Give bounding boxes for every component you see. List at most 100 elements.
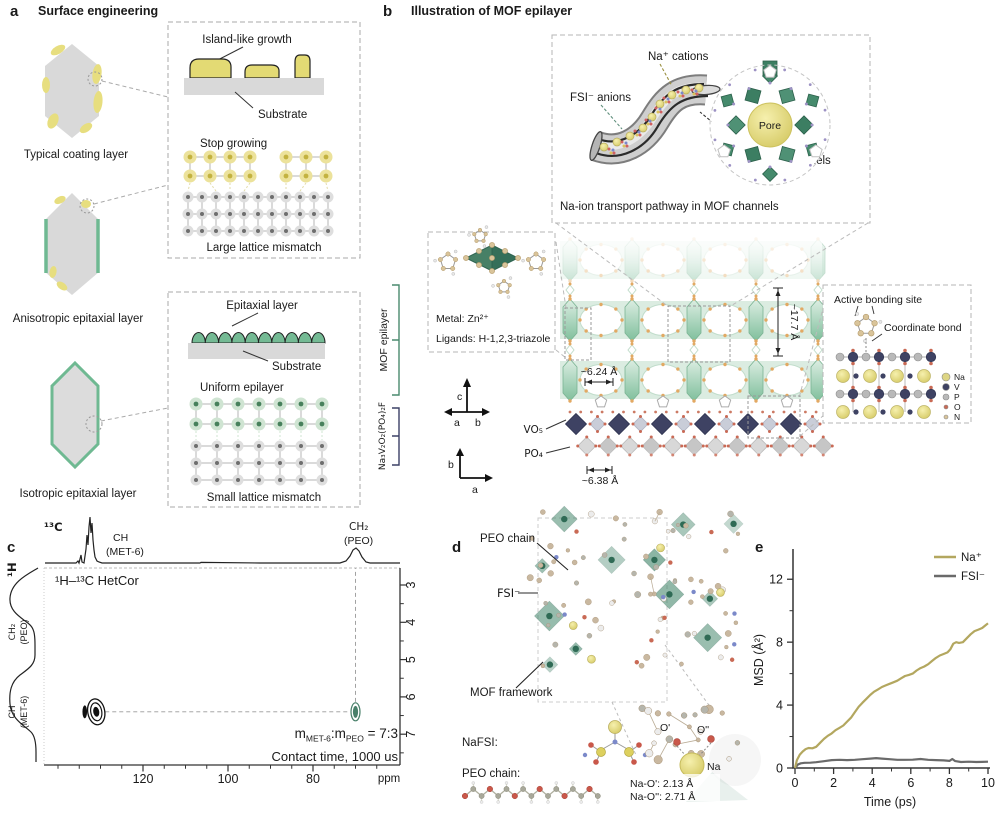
substrate-period-dimension: ~6.38 Å xyxy=(582,474,619,487)
legend-label-P: P xyxy=(954,392,960,402)
ratio-m2: :m xyxy=(330,726,346,741)
mof-epilayer-bracket xyxy=(392,284,400,396)
axis1-c-label: c xyxy=(457,391,462,403)
inset-connector-lines xyxy=(611,644,715,756)
c13-tick-label: 80 xyxy=(306,772,320,786)
h1-peak1-label: CH₂ xyxy=(8,623,18,640)
large-mismatch-label: Large lattice mismatch xyxy=(206,242,321,254)
h1-tick-label: 3 xyxy=(404,581,418,588)
crystal-label-typical: Typical coating layer xyxy=(24,149,128,161)
cross-peaks xyxy=(82,568,361,726)
axis2-b-label: b xyxy=(448,459,454,471)
ratio-sub2: PEO xyxy=(345,733,364,744)
msd-xtick-label: 4 xyxy=(869,776,876,790)
island-blob xyxy=(294,54,311,79)
crystal-label-isotropic: Isotropic epitaxial layer xyxy=(20,488,137,500)
experiment-label: ¹H–¹³C HetCor xyxy=(55,573,139,588)
crystal-label-anisotropic: Anisotropic epitaxial layer xyxy=(13,313,144,325)
legend-label-Na: Na xyxy=(954,372,965,382)
ratio-m1: m xyxy=(294,726,306,741)
mismatch-lattice xyxy=(182,150,334,237)
ppm-unit-label: ppm xyxy=(378,773,400,785)
msd-curves xyxy=(793,622,989,769)
ligands-label: Ligands: H-1,2,3-triazole xyxy=(436,333,551,345)
epitaxial-layer-drawing xyxy=(191,332,326,344)
msd-xtick-label: 2 xyxy=(830,776,837,790)
dimension-annotations: ~6.24 Å ~17.7 Å ~6.38 Å xyxy=(581,287,801,487)
panel-c: c ¹³C CH (MET-6) CH₂ (PEO) ¹H CH₂ (PEO) … xyxy=(5,516,418,786)
triazole-ring xyxy=(854,312,883,343)
nafsi-label: NaFSI: xyxy=(462,737,498,749)
c13-peak1-label2: (MET-6) xyxy=(106,546,144,558)
substrate-label: Substrate xyxy=(258,109,307,121)
isotropic-crystal-illustration xyxy=(50,360,169,470)
md-snapshot-illustration xyxy=(526,505,744,673)
peo-chain-label: PEO chain xyxy=(480,533,535,545)
axes-glyph-2 xyxy=(459,452,490,479)
pore-label: Pore xyxy=(759,120,781,132)
ions-in-channel xyxy=(599,83,704,155)
island-growth-label: Island-like growth xyxy=(202,34,291,46)
msd-ylabel: MSD (Å²) xyxy=(751,634,766,686)
matched-lattice xyxy=(189,397,329,486)
bonding-site-lattice xyxy=(835,348,937,419)
hetcor-plot-frame xyxy=(43,567,401,766)
anisotropic-crystal-illustration xyxy=(44,184,169,295)
legend-label-V: V xyxy=(954,382,960,392)
mof-epilayer-bracket-label: MOF epilayer xyxy=(378,308,390,372)
msd-ytick-label: 4 xyxy=(776,699,783,713)
panel-b-title: Illustration of MOF epilayer xyxy=(411,4,572,18)
legend-swatch-V xyxy=(942,383,950,391)
na-o-bond1-label: Na-O': 2.13 Å xyxy=(630,777,693,790)
channel-caption: Na-ion transport pathway in MOF channels xyxy=(560,201,779,213)
o-double-prime-label: O'' xyxy=(697,724,709,736)
fsi-anions-label: FSI⁻ anions xyxy=(570,92,631,104)
msd-axis-ticks: 0 4 8 12 0 2 4 6 8 10 xyxy=(769,573,995,790)
msd-ytick-label: 8 xyxy=(776,636,783,650)
legend-label: FSI⁻ xyxy=(961,571,985,583)
panel-label-a: a xyxy=(10,3,19,20)
na-cations-label: Na⁺ cations xyxy=(648,51,709,63)
nvopf-substrate-slab xyxy=(564,410,834,457)
unit-cell-outline xyxy=(667,305,731,363)
ratio-sub1: MET-6 xyxy=(305,733,331,744)
epitaxial-inset: Epitaxial layer Substrate Uniform epilay… xyxy=(167,291,361,508)
panel-a: a Surface engineering Typical coating la… xyxy=(10,3,400,508)
fsi-label: FSI⁻ xyxy=(497,586,520,600)
simulation-cell-outline xyxy=(537,517,668,703)
substrate-bar xyxy=(188,343,325,359)
typical-coating-crystal-illustration xyxy=(42,44,169,138)
ratio-eq: = 7:3 xyxy=(363,726,398,741)
na-o-bond2-label: Na-O'': 2.71 Å xyxy=(630,790,695,803)
msd-xtick-label: 8 xyxy=(946,776,953,790)
mass-ratio-annotation: mMET-6:mPEO = 7:3 xyxy=(200,726,398,744)
active-bonding-title: Active bonding site xyxy=(834,294,922,306)
h1-projection-spectrum xyxy=(9,567,39,762)
h1-nucleus-label: ¹H xyxy=(5,562,19,577)
mof-framework-label: MOF framework xyxy=(470,687,553,699)
axis1-b-label: b xyxy=(475,417,481,429)
legend-swatch-Na xyxy=(941,372,951,382)
legend-label: Na⁺ xyxy=(961,552,982,564)
pore-ring-polyhedra xyxy=(713,60,827,182)
zoom-circle xyxy=(79,198,95,214)
msd-legend: Na⁺ FSI⁻ xyxy=(934,552,985,583)
msd-xtick-label: 6 xyxy=(907,776,914,790)
island-growth-inset: Island-like growth Substrate Stop growin… xyxy=(167,21,361,259)
h1-peak2-label2: (MET-6) xyxy=(19,696,29,729)
legend-swatch-N xyxy=(943,414,949,420)
c13-projection-spectrum xyxy=(45,516,400,565)
mof-channel-inset: Na⁺ cations FSI⁻ anions MOF channels Por… xyxy=(551,34,871,224)
c13-peak1-label: CH xyxy=(113,532,128,544)
inset-connector-lines xyxy=(555,222,869,438)
pore-width-dimension: ~6.24 Å xyxy=(581,365,618,378)
legend-label-N: N xyxy=(954,412,960,422)
msd-xtick-label: 10 xyxy=(981,776,995,790)
layer-height-dimension: ~17.7 Å xyxy=(788,304,801,341)
substrate-bar xyxy=(184,78,324,95)
axes-glyph-1 xyxy=(446,383,488,413)
msd-curve-FSI⁻ xyxy=(794,756,989,769)
island-blob xyxy=(244,64,280,79)
uniform-epilayer-label: Uniform epilayer xyxy=(200,382,284,394)
panel-e: e 0 4 8 12 0 2 4 6 8 10 Na⁺ FSI⁻ MSD (Å²) Time (ps… xyxy=(751,539,995,809)
